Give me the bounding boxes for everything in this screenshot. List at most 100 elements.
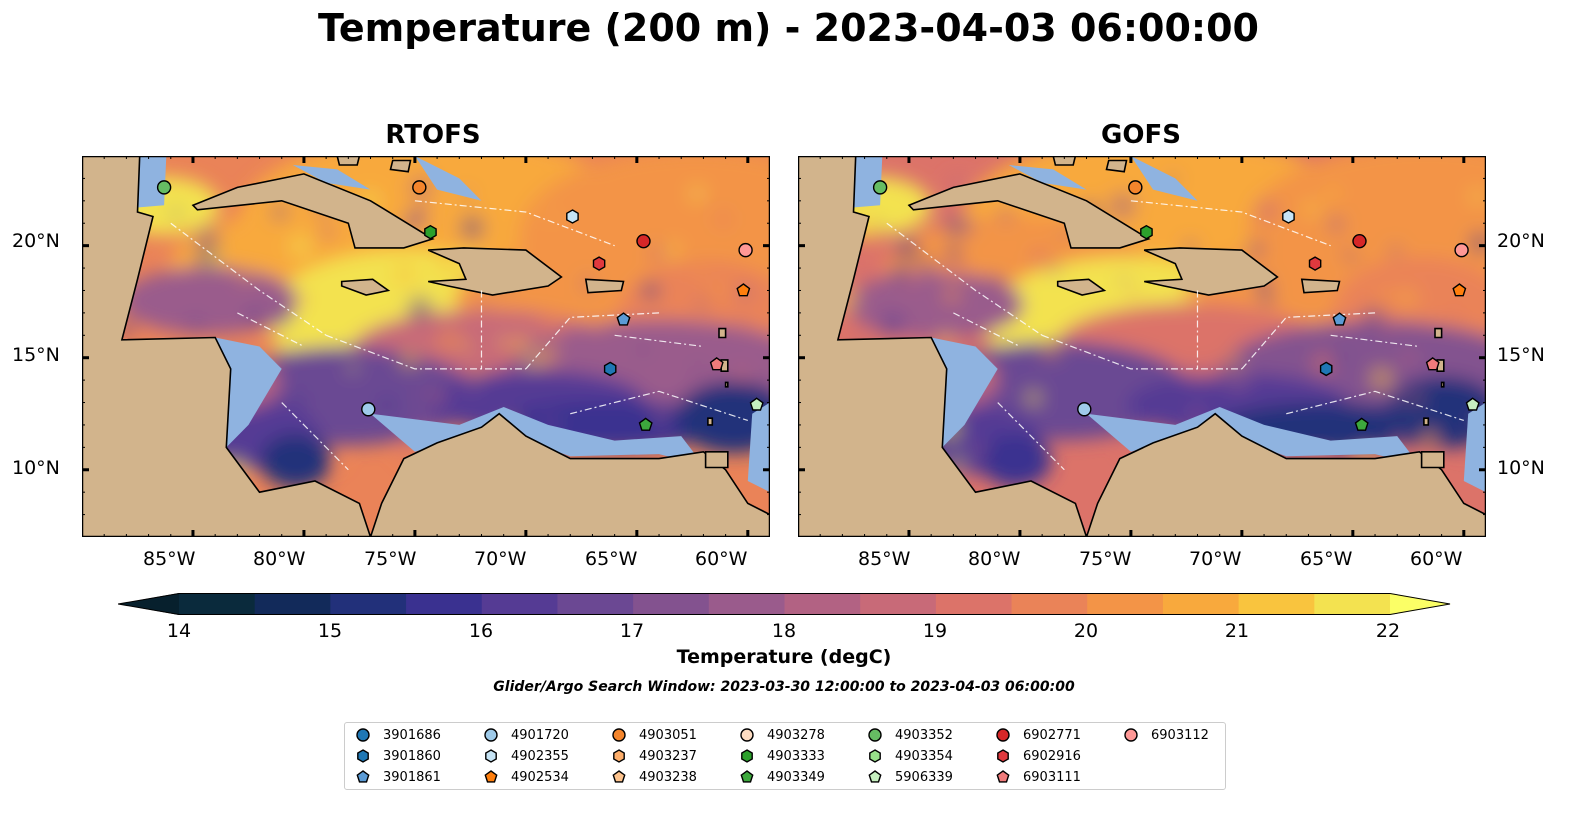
legend-marker-icon [356,770,370,783]
platform-marker-4903051 [1128,180,1143,195]
legend-label: 3901686 [383,727,441,743]
boundary-line [170,222,327,336]
boundary-line [953,312,1021,348]
colorbar-segment [860,593,937,615]
land-area [724,381,729,388]
legend-marker-6902771 [996,728,1010,742]
legend-marker-icon [997,749,1009,763]
legend-marker-icon [996,770,1010,783]
legend-marker-6903112 [1124,728,1138,742]
shelf-area [1008,165,1087,190]
lat-label-20n-left: 20°N [12,230,60,252]
colorbar-segment [1162,593,1240,615]
legend-marker-4903352 [868,728,882,742]
colorbar-segment [633,593,710,615]
land-area [907,173,1151,249]
land-area [369,412,770,537]
platform-marker-6902916 [592,256,606,271]
legend-item-4903352: 4903352 [867,726,953,744]
legend-marker-4903051 [612,728,626,742]
legend-label: 4902534 [511,769,569,785]
platform-marker-4903352 [156,180,172,195]
legend-marker-4903278 [740,728,754,742]
legend-marker-6903111 [996,770,1010,783]
platform-marker-6903112 [1454,242,1469,258]
colorbar-segment [406,593,483,615]
legend-marker-icon [357,749,369,763]
land-area [584,278,625,294]
legend-marker-6902916 [997,749,1009,763]
colorbar-segment [1314,593,1391,615]
boundary-line [1286,390,1464,422]
land-area [1143,247,1279,296]
colorbar-tick-20: 20 [1073,620,1099,642]
legend-marker-icon [741,749,753,763]
legend-marker-icon [868,728,882,742]
platform-marker-6902771 [636,233,651,249]
platform-legend: 3901686 3901860 3901861 4901720 4902355 49025… [344,722,1226,790]
lon-label-60w-right: 60°W [1410,548,1463,570]
legend-item-5906339: 5906339 [867,768,953,786]
colorbar-segment [708,593,786,615]
colorbar-tick-19: 19 [922,620,948,642]
platform-marker-6902916 [1308,256,1322,271]
platform-marker-4903333 [1140,224,1153,240]
legend-label: 4903349 [767,769,825,785]
legend-marker-icon [740,728,754,742]
lat-label-15n-left: 15°N [12,344,60,366]
platform-marker-4901720 [1077,402,1092,417]
lon-label-70w-right: 70°W [1189,548,1242,570]
lat-label-10n-right: 10°N [1497,457,1545,479]
legend-marker-4901720 [484,728,498,742]
legend-item-3901686: 3901686 [355,726,441,744]
colorbar-over-extension [1390,593,1451,615]
land-area [1105,159,1128,173]
colorbar-segment [1238,593,1315,615]
legend-label: 4903278 [767,727,825,743]
legend-marker-icon [356,728,370,742]
land-area [336,156,361,166]
boundary-line [325,334,526,370]
legend-marker-4903349 [740,770,754,783]
legend-item-6903112: 6903112 [1123,726,1209,744]
boundary-line [281,402,349,471]
legend-marker-icon [740,770,754,783]
land-area [1440,381,1445,388]
platform-marker-4902534 [736,283,751,297]
lat-label-10n-left: 10°N [12,457,60,479]
lon-label-60w-left: 60°W [695,548,748,570]
legend-label: 3901861 [383,769,441,785]
shelf-area [931,337,998,448]
colorbar-under-extension [118,593,179,615]
boundary-line [414,200,615,247]
land-area [1420,451,1445,469]
land-area [1056,278,1107,296]
shelf-area [215,337,282,448]
platform-marker-4902355 [566,209,579,224]
platform-marker-5906339 [749,397,764,411]
land-area [191,173,435,249]
legend-marker-3901860 [357,749,369,763]
legend-item-3901860: 3901860 [355,747,441,765]
platform-marker-4903352 [872,180,888,195]
platform-marker-4902534 [1452,283,1467,297]
legend-item-6902771: 6902771 [995,726,1081,744]
boundary-line [886,222,1043,336]
platform-marker-6903112 [738,242,753,258]
boundary-line [1130,200,1331,247]
legend-label: 3901860 [383,748,441,764]
legend-label: 4903354 [895,748,953,764]
platform-marker-4903349 [638,417,653,431]
land-area [798,156,1088,537]
legend-label: 4903333 [767,748,825,764]
platform-marker-5906339 [1465,397,1480,411]
legend-label: 4901720 [511,727,569,743]
platform-marker-3901861 [1332,312,1347,326]
platform-marker-4901720 [361,402,376,417]
map-frame [798,156,1486,537]
land-area [1423,417,1430,426]
platform-marker-4903051 [412,180,427,195]
legend-item-4902355: 4902355 [483,747,569,765]
boundary-line [237,312,305,348]
legend-label: 6902916 [1023,748,1081,764]
